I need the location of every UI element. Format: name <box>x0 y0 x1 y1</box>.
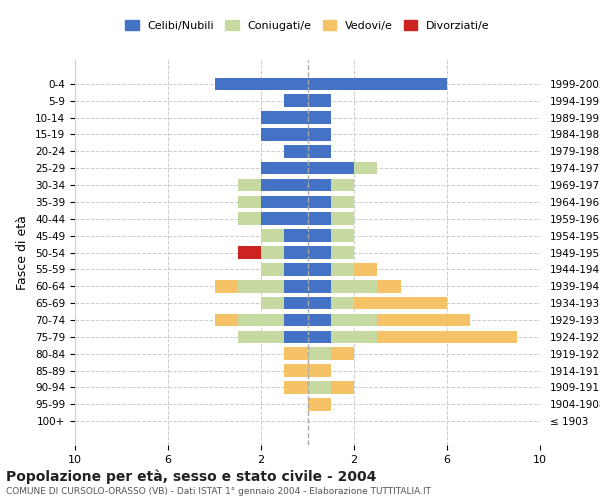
Bar <box>284 263 308 276</box>
Bar <box>308 263 331 276</box>
Bar <box>377 280 401 292</box>
Bar <box>308 78 447 90</box>
Bar <box>308 246 331 259</box>
Bar <box>331 212 354 225</box>
Bar <box>331 246 354 259</box>
Y-axis label: Fasce di età: Fasce di età <box>16 215 29 290</box>
Bar <box>331 280 377 292</box>
Bar <box>284 94 308 107</box>
Bar <box>308 162 354 174</box>
Bar <box>377 314 470 326</box>
Bar <box>284 297 308 310</box>
Bar <box>308 128 331 141</box>
Bar <box>308 398 331 410</box>
Legend: Celibi/Nubili, Coniugati/e, Vedovi/e, Divorziati/e: Celibi/Nubili, Coniugati/e, Vedovi/e, Di… <box>121 16 494 35</box>
Bar <box>215 78 308 90</box>
Bar <box>308 145 331 158</box>
Bar <box>261 263 284 276</box>
Bar <box>261 246 284 259</box>
Bar <box>284 330 308 343</box>
Bar <box>308 330 331 343</box>
Bar <box>215 280 238 292</box>
Bar <box>354 263 377 276</box>
Bar <box>308 94 331 107</box>
Bar <box>331 263 354 276</box>
Bar <box>238 178 261 192</box>
Bar <box>284 230 308 242</box>
Bar <box>354 162 377 174</box>
Bar <box>215 314 238 326</box>
Bar <box>331 230 354 242</box>
Bar <box>331 314 377 326</box>
Bar <box>308 348 331 360</box>
Bar <box>331 381 354 394</box>
Bar <box>261 297 284 310</box>
Bar <box>238 196 261 208</box>
Bar <box>238 280 284 292</box>
Bar <box>238 314 284 326</box>
Bar <box>238 212 261 225</box>
Bar <box>261 212 308 225</box>
Bar <box>331 178 354 192</box>
Bar <box>284 348 308 360</box>
Bar <box>261 178 308 192</box>
Bar <box>284 381 308 394</box>
Bar <box>284 364 308 377</box>
Bar <box>238 330 284 343</box>
Bar <box>261 230 284 242</box>
Bar <box>261 111 308 124</box>
Bar <box>308 178 331 192</box>
Bar <box>308 280 331 292</box>
Bar <box>331 297 354 310</box>
Bar <box>238 246 261 259</box>
Bar <box>308 230 331 242</box>
Bar <box>284 280 308 292</box>
Bar <box>261 196 308 208</box>
Text: COMUNE DI CURSOLO-ORASSO (VB) - Dati ISTAT 1° gennaio 2004 - Elaborazione TUTTIT: COMUNE DI CURSOLO-ORASSO (VB) - Dati IST… <box>6 488 431 496</box>
Bar <box>284 314 308 326</box>
Bar <box>261 162 308 174</box>
Bar <box>284 145 308 158</box>
Bar <box>331 330 377 343</box>
Bar <box>331 196 354 208</box>
Bar <box>308 111 331 124</box>
Bar <box>284 246 308 259</box>
Bar <box>308 314 331 326</box>
Text: Popolazione per età, sesso e stato civile - 2004: Popolazione per età, sesso e stato civil… <box>6 470 376 484</box>
Bar <box>354 297 447 310</box>
Bar <box>377 330 517 343</box>
Bar <box>308 297 331 310</box>
Bar <box>331 348 354 360</box>
Bar <box>261 128 308 141</box>
Bar <box>308 212 331 225</box>
Bar <box>308 196 331 208</box>
Bar <box>308 381 331 394</box>
Bar <box>308 364 331 377</box>
